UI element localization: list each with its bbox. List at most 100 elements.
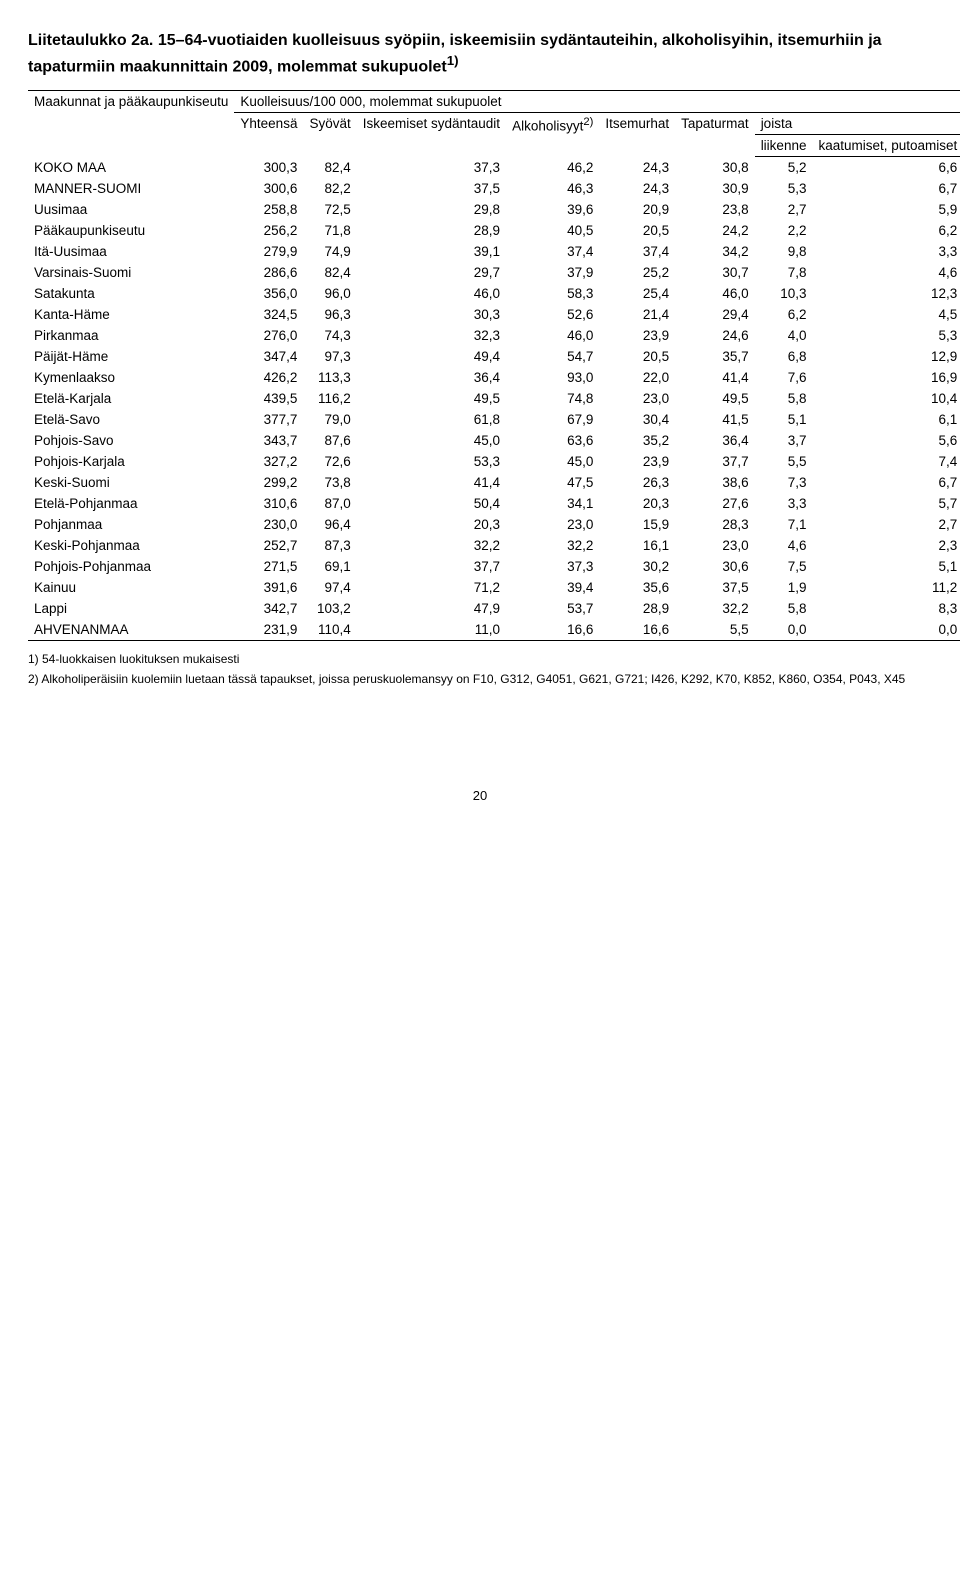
value-cell: 5,7	[812, 493, 960, 514]
value-cell: 4,5	[812, 304, 960, 325]
value-cell: 279,9	[234, 241, 303, 262]
value-cell: 28,9	[599, 598, 675, 619]
title-sup: 1)	[447, 53, 459, 68]
value-cell: 113,3	[303, 367, 356, 388]
value-cell: 96,0	[303, 283, 356, 304]
mortality-table: Maakunnat ja pääkaupunkiseutu Kuolleisuu…	[28, 90, 960, 641]
value-cell: 37,5	[675, 577, 755, 598]
value-cell: 32,2	[506, 535, 599, 556]
region-cell: Itä-Uusimaa	[28, 241, 234, 262]
value-cell: 72,5	[303, 199, 356, 220]
value-cell: 30,9	[675, 178, 755, 199]
value-cell: 20,3	[599, 493, 675, 514]
value-cell: 49,5	[675, 388, 755, 409]
value-cell: 45,0	[357, 430, 506, 451]
value-cell: 30,7	[675, 262, 755, 283]
value-cell: 46,0	[506, 325, 599, 346]
region-cell: AHVENANMAA	[28, 619, 234, 641]
value-cell: 12,3	[812, 283, 960, 304]
table-row: AHVENANMAA231,9110,411,016,616,65,50,00,…	[28, 619, 960, 641]
value-cell: 26,3	[599, 472, 675, 493]
value-cell: 2,7	[812, 514, 960, 535]
value-cell: 5,9	[812, 199, 960, 220]
table-row: Lappi342,7103,247,953,728,932,25,88,3	[28, 598, 960, 619]
value-cell: 63,6	[506, 430, 599, 451]
value-cell: 5,3	[812, 325, 960, 346]
value-cell: 16,6	[506, 619, 599, 641]
table-row: Etelä-Savo377,779,061,867,930,441,55,16,…	[28, 409, 960, 430]
col-syovat: Syövät	[303, 112, 356, 156]
value-cell: 23,9	[599, 325, 675, 346]
value-cell: 38,6	[675, 472, 755, 493]
value-cell: 37,7	[357, 556, 506, 577]
value-cell: 6,7	[812, 472, 960, 493]
value-cell: 47,5	[506, 472, 599, 493]
value-cell: 72,6	[303, 451, 356, 472]
value-cell: 46,2	[506, 156, 599, 178]
page-number: 20	[28, 788, 932, 803]
col-tapaturmat: Tapaturmat	[675, 112, 755, 156]
table-row: Kanta-Häme324,596,330,352,621,429,46,24,…	[28, 304, 960, 325]
table-row: Varsinais-Suomi286,682,429,737,925,230,7…	[28, 262, 960, 283]
value-cell: 39,4	[506, 577, 599, 598]
value-cell: 0,0	[812, 619, 960, 641]
value-cell: 20,3	[357, 514, 506, 535]
value-cell: 1,9	[755, 577, 813, 598]
table-row: Pirkanmaa276,074,332,346,023,924,64,05,3	[28, 325, 960, 346]
region-cell: Pohjois-Savo	[28, 430, 234, 451]
value-cell: 30,6	[675, 556, 755, 577]
value-cell: 343,7	[234, 430, 303, 451]
region-cell: MANNER-SUOMI	[28, 178, 234, 199]
col-iskeemiset: Iskeemiset sydäntaudit	[357, 112, 506, 156]
value-cell: 9,8	[755, 241, 813, 262]
value-cell: 5,8	[755, 388, 813, 409]
value-cell: 439,5	[234, 388, 303, 409]
value-cell: 8,3	[812, 598, 960, 619]
value-cell: 7,3	[755, 472, 813, 493]
table-row: Päijät-Häme347,497,349,454,720,535,76,81…	[28, 346, 960, 367]
value-cell: 271,5	[234, 556, 303, 577]
value-cell: 324,5	[234, 304, 303, 325]
value-cell: 21,4	[599, 304, 675, 325]
value-cell: 5,5	[755, 451, 813, 472]
value-cell: 231,9	[234, 619, 303, 641]
value-cell: 37,9	[506, 262, 599, 283]
value-cell: 6,7	[812, 178, 960, 199]
col-itsemurhat: Itsemurhat	[599, 112, 675, 156]
value-cell: 11,0	[357, 619, 506, 641]
value-cell: 32,2	[675, 598, 755, 619]
value-cell: 426,2	[234, 367, 303, 388]
value-cell: 36,4	[675, 430, 755, 451]
value-cell: 46,0	[357, 283, 506, 304]
value-cell: 23,8	[675, 199, 755, 220]
table-row: Uusimaa258,872,529,839,620,923,82,75,9	[28, 199, 960, 220]
table-row: Kymenlaakso426,2113,336,493,022,041,47,6…	[28, 367, 960, 388]
value-cell: 50,4	[357, 493, 506, 514]
value-cell: 30,3	[357, 304, 506, 325]
value-cell: 20,5	[599, 346, 675, 367]
footnote-2: 2) Alkoholiperäisiin kuolemiin luetaan t…	[28, 671, 932, 688]
table-row: Pohjois-Karjala327,272,653,345,023,937,7…	[28, 451, 960, 472]
value-cell: 3,3	[755, 493, 813, 514]
value-cell: 10,3	[755, 283, 813, 304]
value-cell: 16,9	[812, 367, 960, 388]
region-cell: Pohjois-Pohjanmaa	[28, 556, 234, 577]
value-cell: 49,4	[357, 346, 506, 367]
value-cell: 97,3	[303, 346, 356, 367]
value-cell: 2,3	[812, 535, 960, 556]
value-cell: 4,6	[755, 535, 813, 556]
value-cell: 252,7	[234, 535, 303, 556]
value-cell: 30,2	[599, 556, 675, 577]
value-cell: 29,4	[675, 304, 755, 325]
value-cell: 37,5	[357, 178, 506, 199]
value-cell: 230,0	[234, 514, 303, 535]
value-cell: 25,2	[599, 262, 675, 283]
value-cell: 32,3	[357, 325, 506, 346]
region-cell: Varsinais-Suomi	[28, 262, 234, 283]
value-cell: 7,1	[755, 514, 813, 535]
value-cell: 5,1	[755, 409, 813, 430]
value-cell: 49,5	[357, 388, 506, 409]
value-cell: 58,3	[506, 283, 599, 304]
value-cell: 30,4	[599, 409, 675, 430]
value-cell: 96,3	[303, 304, 356, 325]
